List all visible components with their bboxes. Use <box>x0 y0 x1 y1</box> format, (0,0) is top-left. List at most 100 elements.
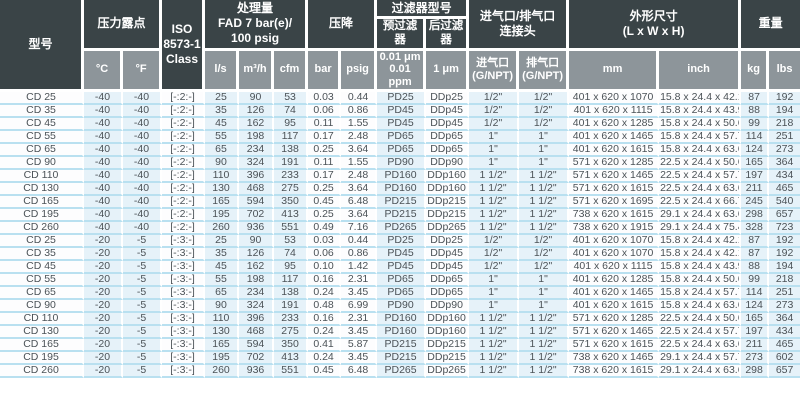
cell-fad_ls: 25 <box>205 91 240 105</box>
unit-fahrenheit: °F <box>123 50 163 92</box>
cell-iso_class: [-:3:-] <box>162 299 206 313</box>
cell-dim_inch: 15.8 x 24.4 x 63.6 <box>659 143 742 157</box>
cell-fad_ls: 35 <box>205 247 240 261</box>
table-row: CD 90 -40 -40 [-:2:-] 90 324 191 0.11 1.55 PD90 DD… <box>0 156 800 170</box>
cell-weight_kg: 211 <box>741 338 770 352</box>
cell-dewpoint_f: -40 <box>123 91 163 105</box>
cell-iso_class: [-:2:-] <box>162 91 206 105</box>
cell-iso_class: [-:3:-] <box>162 365 206 379</box>
unit-ls: l/s <box>205 50 240 92</box>
cell-outlet: 1 1/2" <box>519 338 570 352</box>
cell-prefilter: PD45 <box>377 260 427 274</box>
cell-dim_mm: 401 x 620 x 1115 <box>569 104 660 118</box>
cell-fad_m3h: 234 <box>239 286 275 300</box>
cell-weight_lbs: 465 <box>769 338 800 352</box>
cell-afterfilter: DDp90 <box>426 299 470 313</box>
cell-prefilter: PD160 <box>377 169 427 183</box>
cell-model: CD 165 <box>0 195 84 209</box>
cell-fad_cfm: 53 <box>274 91 309 105</box>
cell-fad_m3h: 126 <box>239 104 275 118</box>
unit-inlet: 进气口 (G/NPT) <box>469 50 520 92</box>
cell-drop_psig: 1.42 <box>341 260 378 274</box>
cell-drop_bar: 0.06 <box>308 104 342 118</box>
cell-drop_psig: 0.86 <box>341 104 378 118</box>
cell-afterfilter: DDp45 <box>426 117 470 131</box>
cell-inlet: 1/2" <box>469 117 520 131</box>
header-dimensions-line1: 外形尺寸 <box>629 8 678 23</box>
cell-fad_cfm: 413 <box>274 208 309 222</box>
cell-dim_mm: 401 x 620 x 1115 <box>569 260 660 274</box>
cell-weight_lbs: 192 <box>769 91 800 105</box>
cell-inlet: 1 1/2" <box>469 351 520 365</box>
cell-drop_psig: 7.16 <box>341 221 378 235</box>
cell-dewpoint_c: -40 <box>84 130 123 144</box>
cell-weight_kg: 245 <box>741 195 770 209</box>
cell-afterfilter: DDp160 <box>426 182 470 196</box>
cell-afterfilter: DDp90 <box>426 156 470 170</box>
cell-fad_m3h: 90 <box>239 234 275 248</box>
cell-prefilter: PD65 <box>377 286 427 300</box>
cell-drop_bar: 0.24 <box>308 325 342 339</box>
header-pressure-drop: 压降 <box>308 0 378 51</box>
cell-prefilter: PD65 <box>377 143 427 157</box>
unit-mm: mm <box>569 50 660 92</box>
cell-inlet: 1" <box>469 299 520 313</box>
cell-model: CD 130 <box>0 182 84 196</box>
cell-weight_kg: 87 <box>741 91 770 105</box>
cell-drop_bar: 0.10 <box>308 260 342 274</box>
cell-fad_ls: 130 <box>205 325 240 339</box>
table-row: CD 55 -20 -5 [-:3:-] 55 198 117 0.16 2.31 PD65 DDp… <box>0 273 800 287</box>
cell-dewpoint_c: -40 <box>84 208 123 222</box>
header-connections-line2: 连接头 <box>499 23 536 38</box>
cell-fad_cfm: 138 <box>274 286 309 300</box>
cell-inlet: 1 1/2" <box>469 325 520 339</box>
cell-prefilter: PD265 <box>377 365 427 379</box>
cell-model: CD 55 <box>0 130 84 144</box>
cell-dim_mm: 401 x 620 x 1070 <box>569 247 660 261</box>
header-iso-line1: ISO <box>171 21 193 36</box>
cell-model: CD 65 <box>0 143 84 157</box>
cell-dewpoint_c: -20 <box>84 338 123 352</box>
cell-fad_cfm: 275 <box>274 182 309 196</box>
cell-dewpoint_c: -20 <box>84 365 123 379</box>
unit-inlet-line1: 进气口 <box>476 57 510 70</box>
cell-drop_bar: 0.03 <box>308 91 342 105</box>
table-row: CD 45 -40 -40 [-:2:-] 45 162 95 0.11 1.55 PD45 DDp… <box>0 117 800 131</box>
cell-drop_bar: 0.11 <box>308 117 342 131</box>
cell-inlet: 1" <box>469 156 520 170</box>
cell-dewpoint_f: -5 <box>123 260 163 274</box>
cell-weight_lbs: 602 <box>769 351 800 365</box>
cell-inlet: 1/2" <box>469 234 520 248</box>
cell-iso_class: [-:2:-] <box>162 104 206 118</box>
cell-weight_kg: 165 <box>741 156 770 170</box>
cell-fad_m3h: 468 <box>239 182 275 196</box>
cell-dim_mm: 401 x 620 x 1465 <box>569 286 660 300</box>
cell-dim_inch: 15.8 x 24.4 x 42.1 <box>659 247 742 261</box>
cell-outlet: 1/2" <box>519 104 570 118</box>
cell-inlet: 1" <box>469 143 520 157</box>
cell-outlet: 1 1/2" <box>519 182 570 196</box>
cell-afterfilter: DDp215 <box>426 351 470 365</box>
cell-dewpoint_f: -40 <box>123 130 163 144</box>
table-row: CD 90 -20 -5 [-:3:-] 90 324 191 0.48 6.99 PD90 DDp… <box>0 299 800 313</box>
cell-fad_ls: 195 <box>205 208 240 222</box>
cell-fad_cfm: 95 <box>274 117 309 131</box>
cell-fad_cfm: 74 <box>274 104 309 118</box>
cell-weight_kg: 99 <box>741 117 770 131</box>
cell-dewpoint_f: -5 <box>123 365 163 379</box>
cell-drop_psig: 5.87 <box>341 338 378 352</box>
cell-dewpoint_f: -40 <box>123 156 163 170</box>
cell-dewpoint_c: -20 <box>84 234 123 248</box>
cell-fad_ls: 55 <box>205 273 240 287</box>
cell-drop_psig: 1.55 <box>341 117 378 131</box>
cell-prefilter: PD45 <box>377 104 427 118</box>
cell-dim_mm: 571 x 620 x 1615 <box>569 182 660 196</box>
cell-prefilter: PD215 <box>377 351 427 365</box>
cell-inlet: 1/2" <box>469 91 520 105</box>
header-iso-class: ISO 8573-1 Class <box>162 0 206 92</box>
cell-dewpoint_f: -40 <box>123 221 163 235</box>
cell-prefilter: PD45 <box>377 247 427 261</box>
cell-outlet: 1 1/2" <box>519 169 570 183</box>
cell-afterfilter: DDp45 <box>426 247 470 261</box>
cell-drop_psig: 3.64 <box>341 143 378 157</box>
